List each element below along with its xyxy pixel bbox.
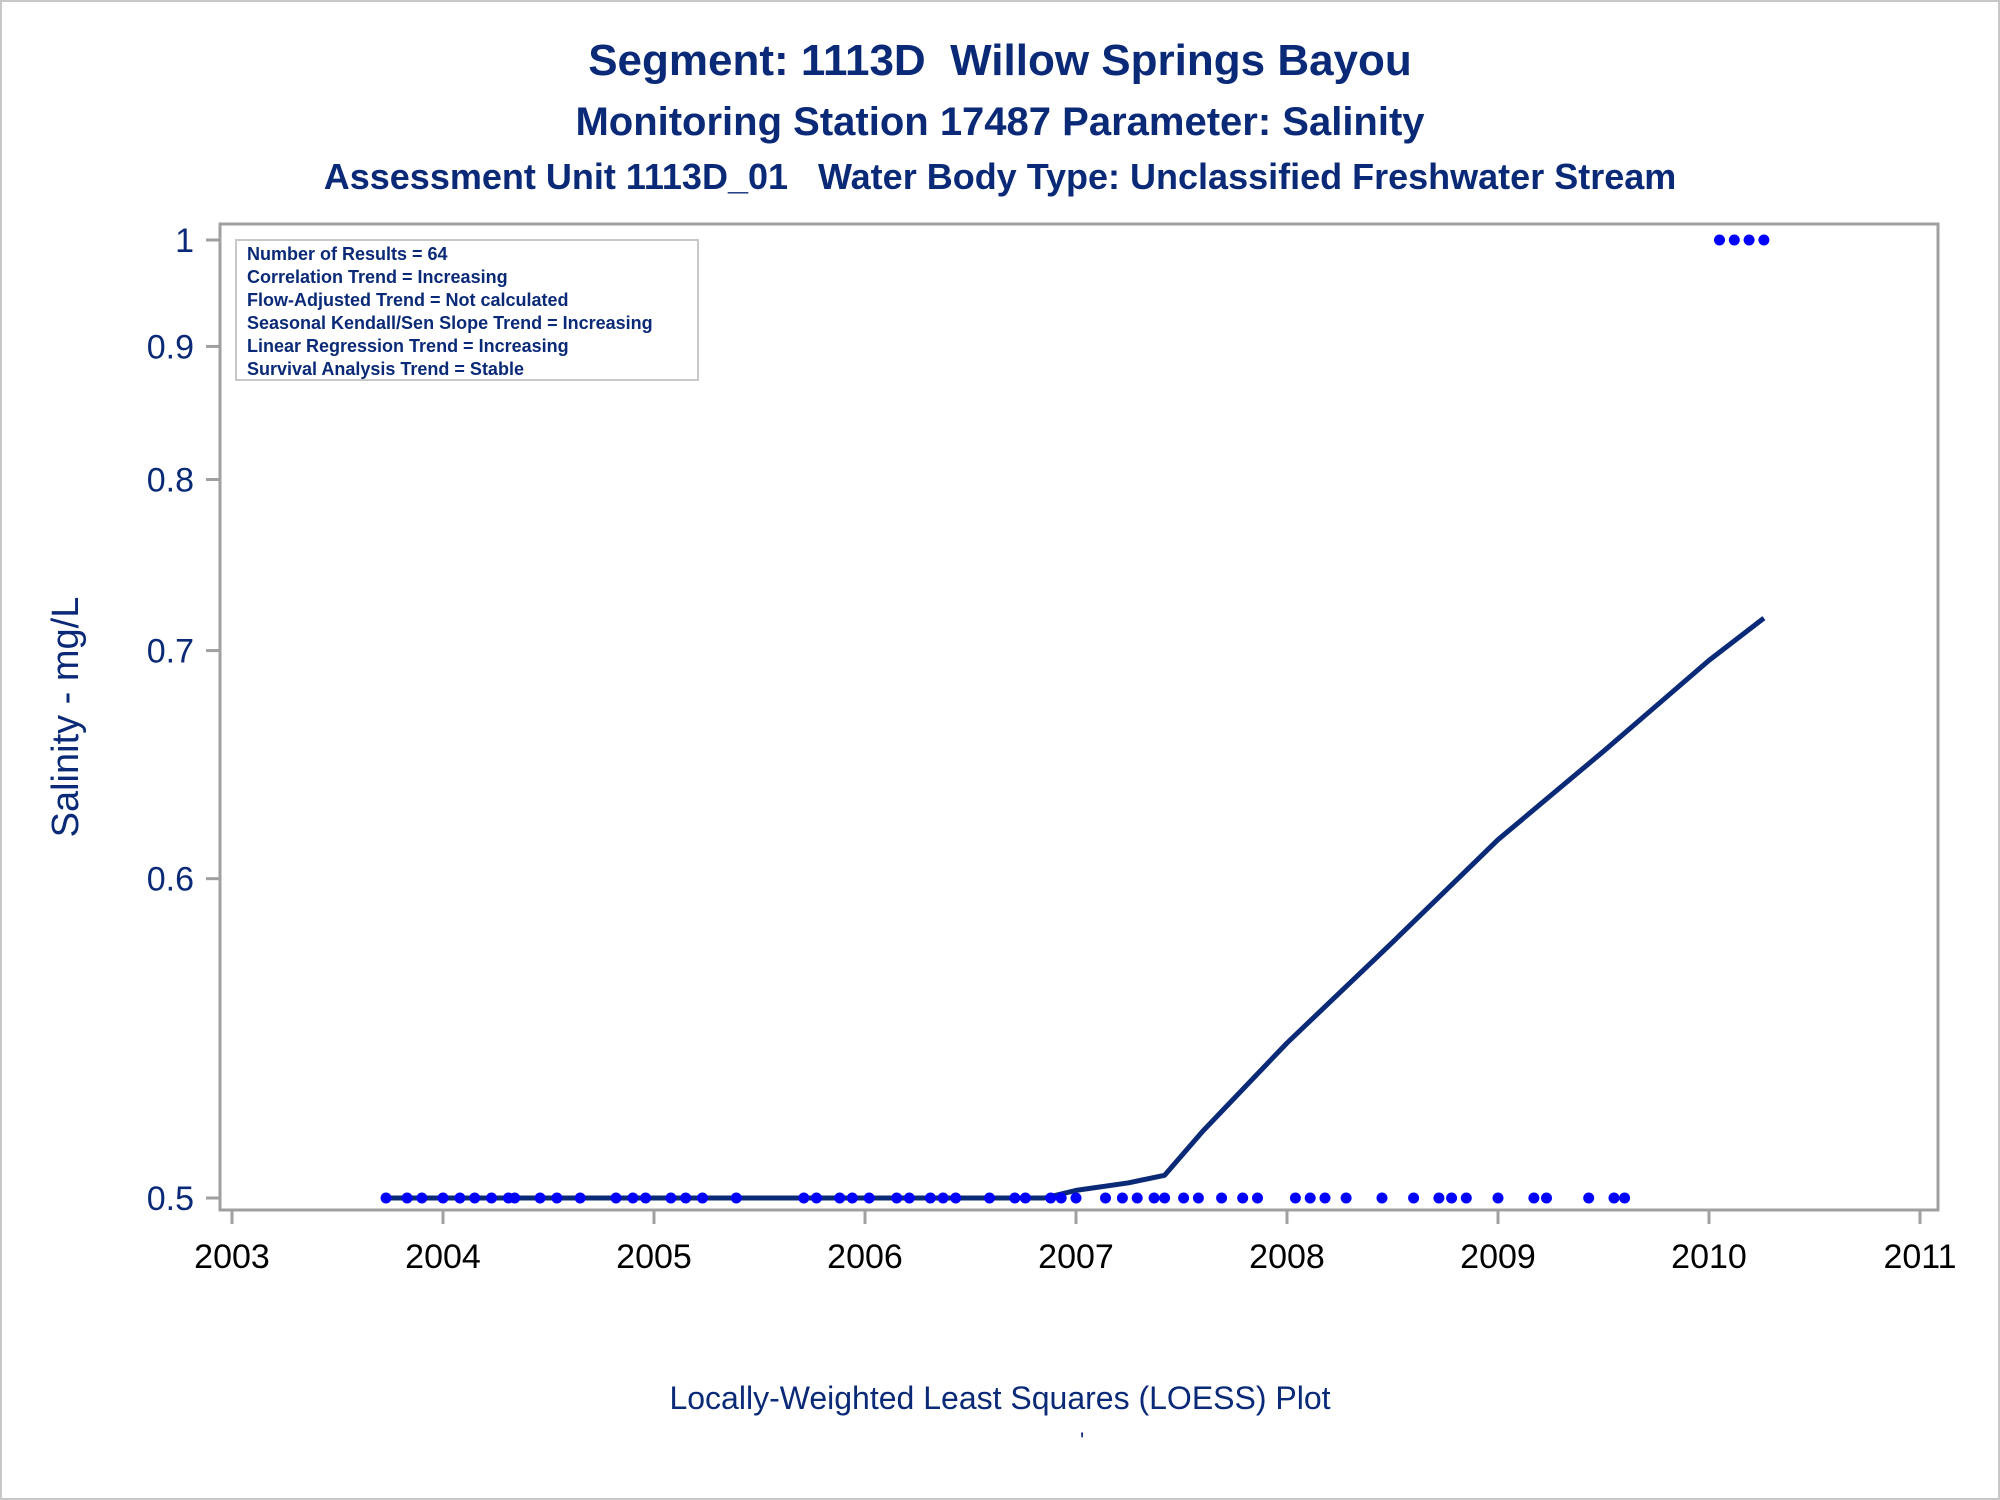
x-tick-label: 2005 [616,1238,692,1276]
x-tick-label: 2009 [1460,1238,1536,1276]
data-point [1758,234,1770,246]
loess-line [386,616,1766,1201]
stats-box: Number of Results = 64 Correlation Trend … [235,239,699,381]
data-point [811,1192,822,1204]
data-point [640,1192,652,1204]
data-point [1045,1192,1057,1204]
data-point [1216,1192,1228,1204]
data-point [846,1192,858,1204]
data-point [1148,1192,1160,1204]
data-point [1446,1192,1458,1204]
data-point [1237,1192,1249,1204]
x-tick-label: 2008 [1249,1238,1325,1276]
x-tick-label: 2003 [194,1238,270,1276]
chart-subtitle-2: Assessment Unit 1113D_01 Water Body Type… [323,156,1677,197]
plot-caption: Locally-Weighted Least Squares (LOESS) P… [669,1380,1331,1416]
data-point [1608,1192,1620,1204]
data-point [1131,1192,1143,1204]
x-tick-label: 2006 [827,1238,903,1276]
data-point [984,1192,995,1204]
y-tick-label: 0.9 [147,328,194,366]
data-point [610,1192,622,1204]
stats-line: Linear Regression Trend = Increasing [247,336,569,356]
stats-line: Seasonal Kendall/Sen Slope Trend = Incre… [247,313,653,333]
data-point [1433,1192,1445,1204]
data-point [1192,1192,1204,1204]
stats-line: Flow-Adjusted Trend = Not calculated [247,290,569,310]
data-point [1055,1192,1067,1204]
data-point [574,1192,586,1204]
data-point [937,1192,949,1204]
data-point [1376,1192,1388,1204]
footnote-mark: ' [1080,1428,1085,1453]
data-point [1583,1192,1595,1204]
data-point [863,1192,875,1204]
points-series [380,234,1770,1204]
data-point [1728,234,1740,246]
data-point [730,1192,742,1204]
data-point [903,1192,915,1204]
x-tick-label: 2011 [1883,1238,1956,1276]
x-tick-label: 2004 [405,1238,481,1276]
data-point [380,1192,392,1204]
data-point [509,1192,521,1204]
data-point [1408,1192,1420,1204]
data-point [627,1192,639,1204]
data-point [1541,1192,1552,1204]
chart-title: Segment: 1113D Willow Springs Bayou [588,36,1412,85]
data-point [437,1192,449,1204]
data-point [834,1192,846,1204]
data-point [534,1192,546,1204]
data-point [924,1192,936,1204]
stats-line: Correlation Trend = Increasing [247,267,508,287]
plot-area [218,222,1940,1212]
data-point [1714,234,1725,246]
x-tick-label: 2010 [1671,1238,1747,1276]
data-point [1304,1192,1316,1204]
data-point [469,1192,481,1204]
y-tick-label: 1 [175,222,194,260]
y-tick-label: 0.8 [147,462,194,500]
y-tick-label: 0.7 [147,633,194,671]
data-point [1619,1192,1631,1204]
y-axis: 0.5 0.6 0.7 0.8 0.9 1 [147,222,220,1218]
data-point [454,1192,466,1204]
y-axis-label: Salinity - mg/L [45,597,87,838]
data-point [416,1192,428,1204]
data-point [1319,1192,1331,1204]
chart-subtitle: Monitoring Station 17487 Parameter: Sali… [575,100,1425,144]
data-point [680,1192,692,1204]
x-axis: 2003 2004 2005 2006 2007 2008 2009 2010 2011 [194,1210,1957,1276]
data-point [1178,1192,1190,1204]
stats-line: Survival Analysis Trend = Stable [247,359,524,379]
stats-box-frame [235,239,699,381]
data-point [486,1192,497,1204]
y-tick-label: 0.6 [147,861,194,899]
data-point [665,1192,677,1204]
data-point [697,1192,708,1204]
data-point [401,1192,413,1204]
x-tick-label: 2007 [1038,1238,1114,1276]
data-point [1019,1192,1031,1204]
data-point [1159,1192,1171,1204]
data-point [1252,1192,1263,1204]
data-point [1100,1192,1111,1204]
data-point [1009,1192,1021,1204]
data-point [950,1192,962,1204]
data-point [891,1192,903,1204]
data-point [1289,1192,1301,1204]
data-point [1116,1192,1128,1204]
data-point [1460,1192,1472,1204]
data-point [551,1192,563,1204]
data-point [1492,1192,1504,1204]
data-point [1070,1192,1082,1204]
data-point [798,1192,810,1204]
loess-series [386,616,1766,1201]
stats-line: Number of Results = 64 [247,244,448,264]
y-tick-label: 0.5 [147,1180,194,1218]
data-point [1340,1192,1352,1204]
data-point [1528,1192,1540,1204]
data-point [1743,234,1755,246]
